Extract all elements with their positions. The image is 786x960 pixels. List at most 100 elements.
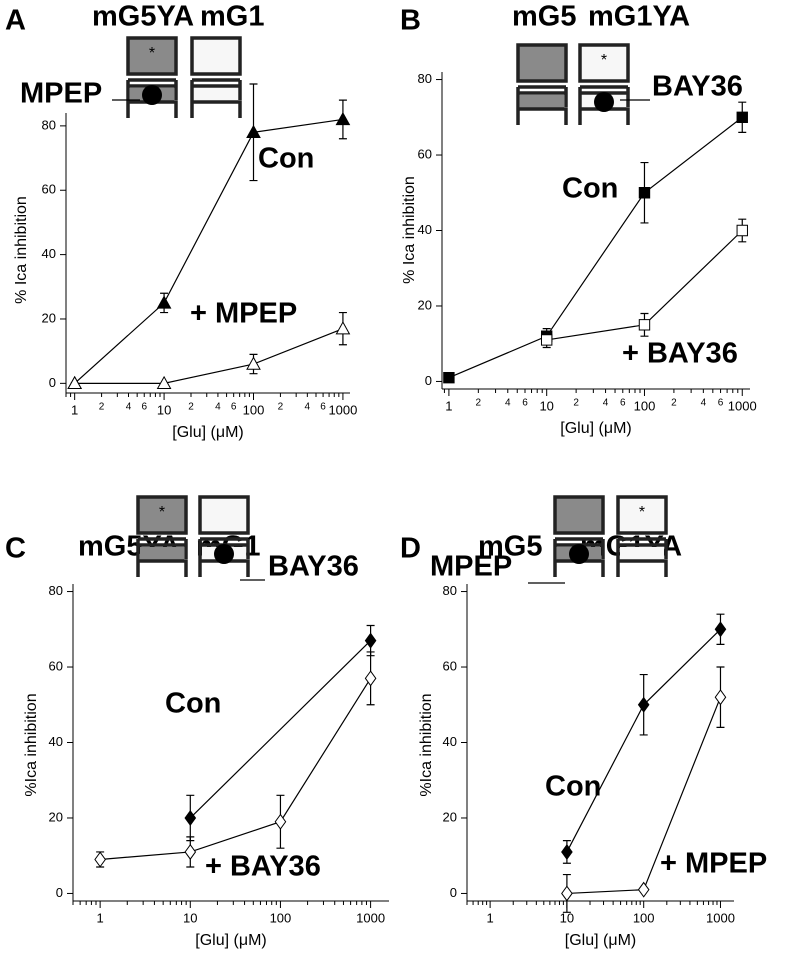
receptor-top <box>126 36 178 76</box>
marker <box>364 670 377 687</box>
x-tick-label: 1 <box>71 402 78 417</box>
y-tick-label: 60 <box>49 658 63 673</box>
receptor-schematic <box>553 495 605 577</box>
y-tick-label: 80 <box>443 583 457 598</box>
x-tick-label: 100 <box>270 910 292 925</box>
y-tick-label: 20 <box>443 809 457 824</box>
x-tick-label: 6 <box>522 398 528 409</box>
marker <box>156 375 172 390</box>
series-line <box>566 628 721 853</box>
series-label: + BAY36 <box>622 338 738 370</box>
x-tick-label: 6 <box>141 402 147 413</box>
series-label: Con <box>545 771 601 803</box>
y-tick-label: 20 <box>49 809 63 824</box>
marker <box>736 224 748 237</box>
mutation-asterisk: * <box>601 52 607 69</box>
marker <box>246 124 261 139</box>
x-tick-label: 4 <box>603 398 609 409</box>
x-tick-label: 10 <box>157 402 171 417</box>
y-tick-label: 60 <box>443 658 457 673</box>
receptor-schematic <box>516 43 568 125</box>
series-line <box>100 678 372 861</box>
y-tick-label: 60 <box>418 146 432 161</box>
x-axis-label: [Glu] (μM) <box>560 420 631 437</box>
drug-site <box>214 544 234 564</box>
panel-letter: B <box>400 5 421 37</box>
x-tick-label: 4 <box>505 398 511 409</box>
marker <box>561 885 573 902</box>
marker <box>274 813 287 830</box>
x-tick-label: 6 <box>320 402 326 413</box>
marker <box>714 621 727 638</box>
y-tick-label: 80 <box>418 71 432 86</box>
y-tick-label: 40 <box>418 222 432 237</box>
marker <box>637 696 650 713</box>
receptor-schematic <box>190 36 242 118</box>
drug-label: BAY36 <box>652 71 743 103</box>
y-tick-label: 0 <box>450 885 457 900</box>
x-tick-label: 2 <box>573 398 579 409</box>
receptor-bottom-fill <box>620 547 664 561</box>
receptor-label: mG1YA <box>588 1 690 33</box>
receptor-bottom <box>516 85 568 125</box>
y-tick-label: 80 <box>49 583 63 598</box>
receptor-bottom-fill <box>140 547 184 561</box>
receptor-schematic: * <box>136 495 188 577</box>
marker <box>364 632 377 649</box>
series-label: + MPEP <box>190 298 297 330</box>
receptor-bottom-edge <box>138 559 188 577</box>
series-label: + MPEP <box>660 848 767 880</box>
series-line <box>189 640 372 819</box>
receptor-bottom <box>553 537 605 577</box>
marker <box>94 851 106 868</box>
y-tick-label: 20 <box>418 297 432 312</box>
marker <box>638 187 651 199</box>
drug-label: MPEP <box>20 78 102 110</box>
marker <box>714 689 727 706</box>
receptor-bottom <box>190 78 242 118</box>
x-tick-label: 10 <box>539 398 553 413</box>
receptor-bottom <box>578 85 630 125</box>
x-tick-label: 6 <box>620 398 626 409</box>
x-tick-label: 2 <box>476 398 482 409</box>
drug-site <box>594 92 614 112</box>
x-tick-label: 2 <box>99 402 105 413</box>
receptor-bottom <box>198 537 250 577</box>
drug-site <box>569 544 589 564</box>
y-axis-label: % Ica inhibition <box>401 176 418 284</box>
x-tick-label: 6 <box>231 402 237 413</box>
x-tick-label: 100 <box>633 910 655 925</box>
marker <box>184 843 197 860</box>
panel-letter: C <box>5 533 26 565</box>
marker <box>637 881 650 898</box>
x-axis-label: [Glu] (μM) <box>195 932 266 949</box>
marker <box>156 295 172 309</box>
receptor-top <box>553 495 605 535</box>
mutation-asterisk: * <box>159 504 165 521</box>
y-tick-label: 40 <box>443 734 457 749</box>
receptor-schematic: * <box>616 495 668 577</box>
receptor-bottom-edge <box>518 107 568 125</box>
receptor-bottom-edge <box>555 559 605 577</box>
marker <box>638 319 651 331</box>
receptor-top <box>198 495 250 535</box>
marker <box>443 371 455 384</box>
series-label: + BAY36 <box>205 851 321 883</box>
y-axis-label: %Ica inhibition <box>23 693 40 796</box>
drug-label: BAY36 <box>268 551 359 583</box>
x-tick-label: 10 <box>183 910 197 925</box>
y-tick-label: 0 <box>56 885 63 900</box>
x-axis-label: [Glu] (μM) <box>172 424 243 441</box>
y-tick-label: 40 <box>49 734 63 749</box>
receptor-label: mG1 <box>200 1 264 33</box>
receptor-top <box>190 36 242 76</box>
y-tick-label: 20 <box>42 310 56 325</box>
receptor-label: mG5 <box>512 1 576 33</box>
y-tick-label: 0 <box>49 375 56 390</box>
receptor-label: mG5 <box>478 531 542 563</box>
x-tick-label: 1000 <box>356 910 385 925</box>
marker <box>561 843 573 860</box>
receptor-bottom <box>126 78 178 118</box>
receptor-bottom-edge <box>200 559 250 577</box>
y-tick-label: 0 <box>425 373 432 388</box>
